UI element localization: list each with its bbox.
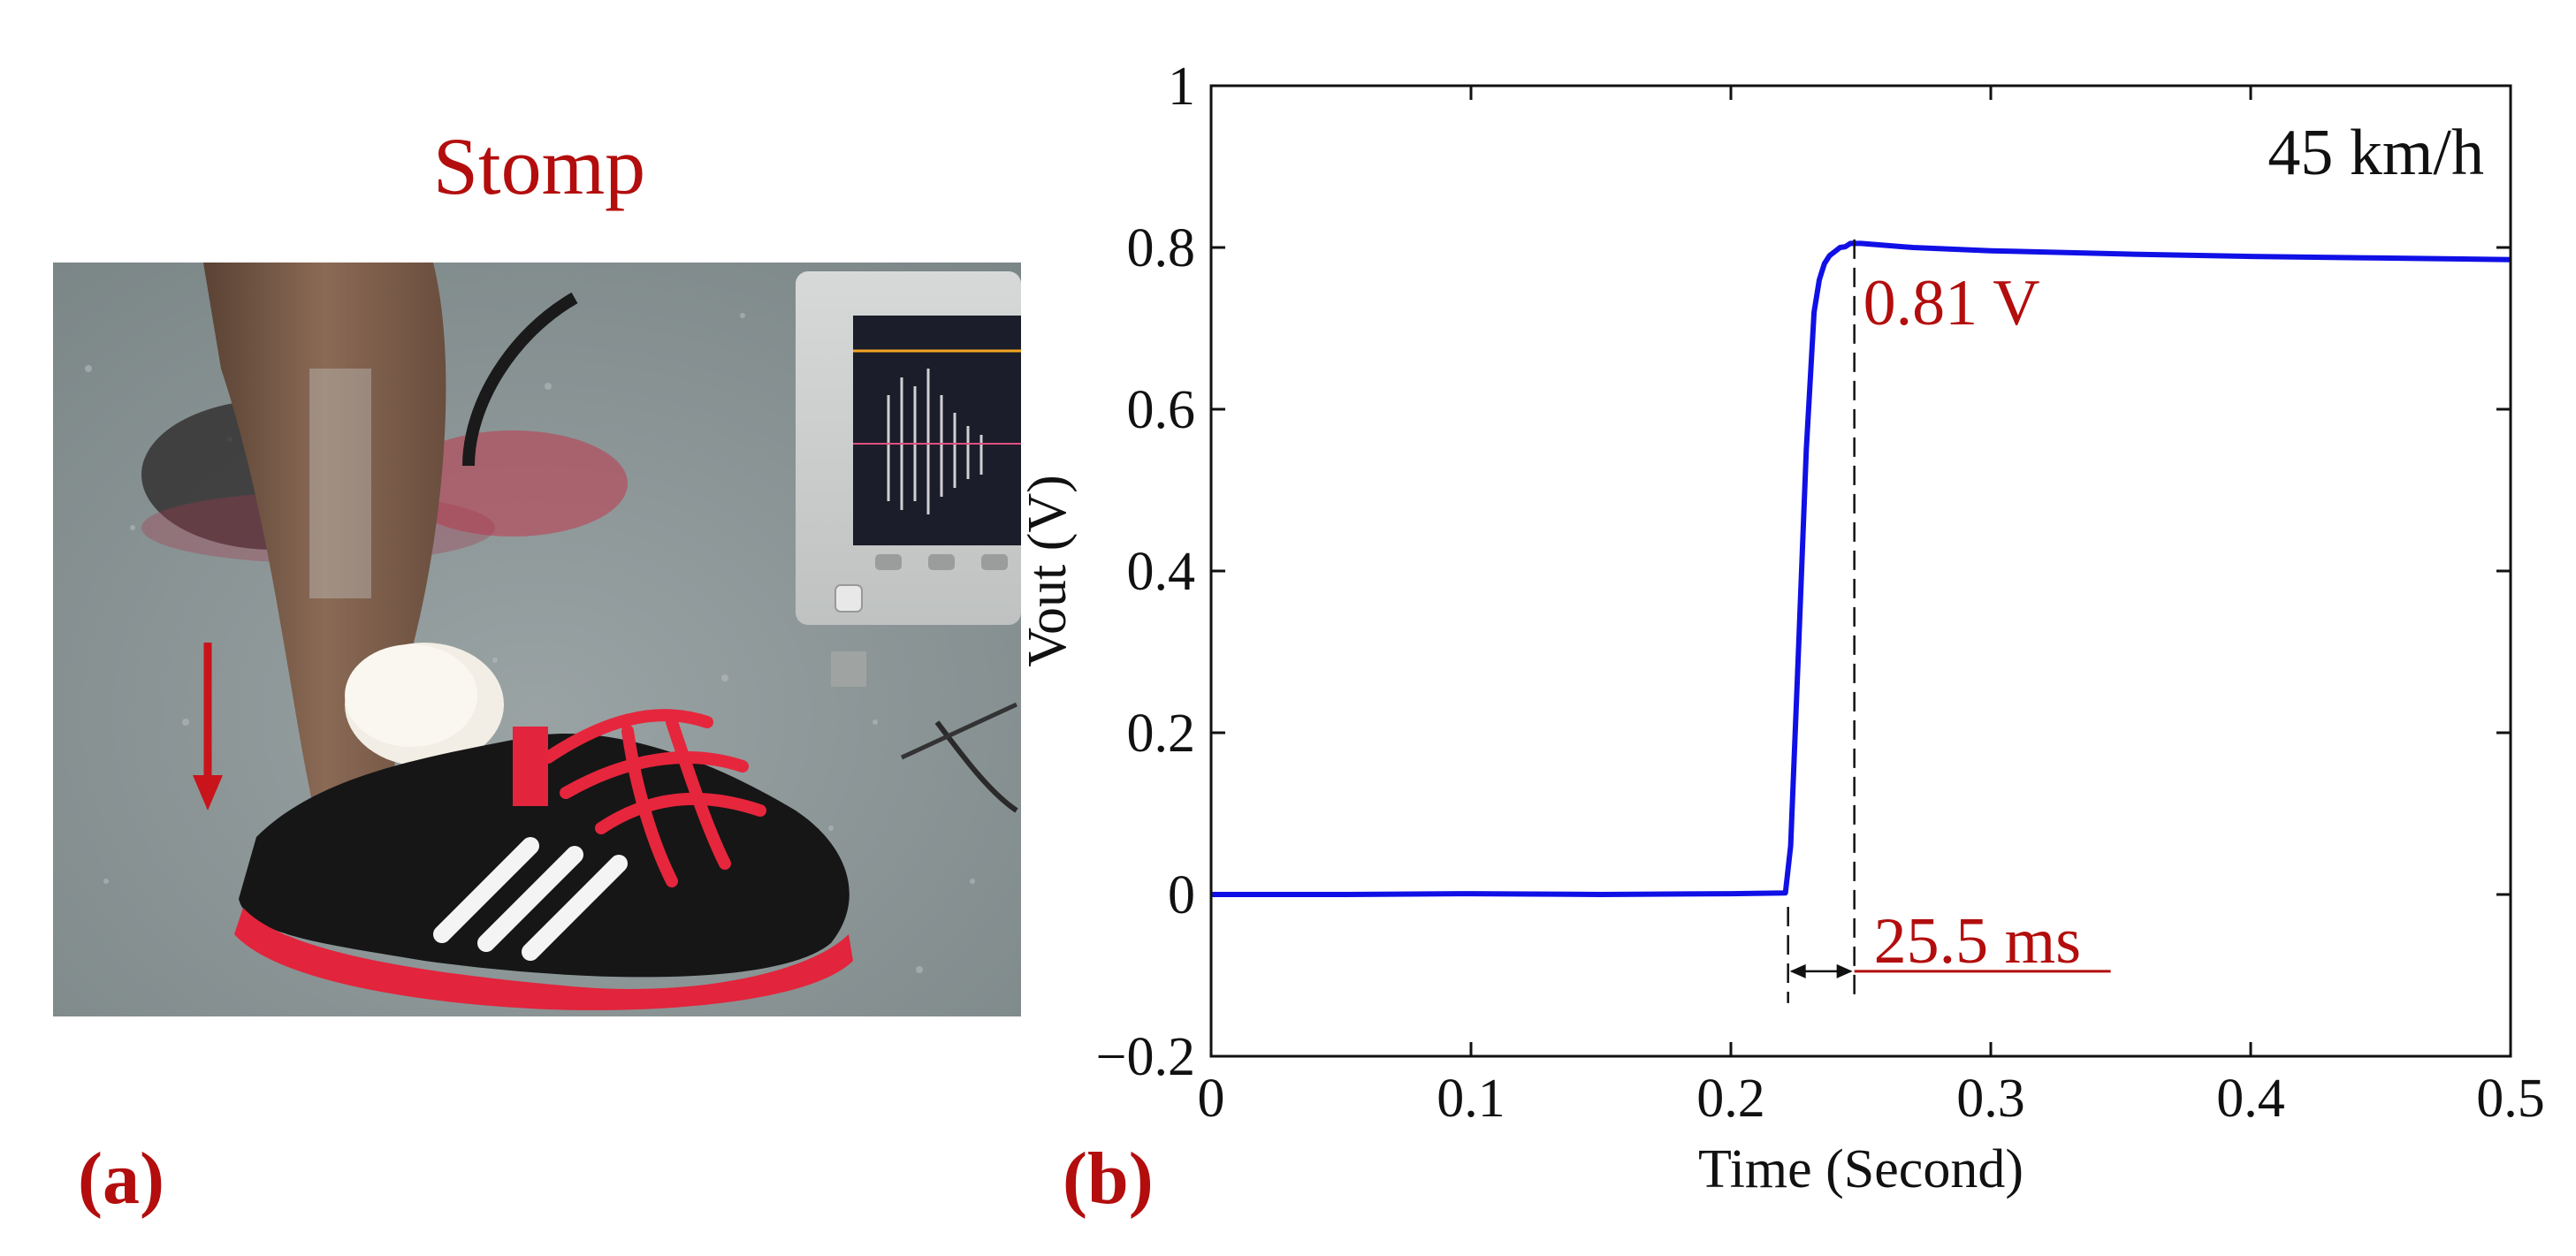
voltage-chart-svg: 0 0.1 0.2 0.3 0.4 0.5−0.200.20.40.60.81 25.5 … <box>1017 57 2545 1199</box>
arrow-head-right <box>1836 963 1853 978</box>
annotation-layer: 25.5 ms 0.81 V 45 km/h <box>1787 117 2484 1003</box>
tick-layer: 0 0.1 0.2 0.3 0.4 0.5−0.200.20.40.60.81 <box>1096 57 2545 1129</box>
y-tick-label: 1 <box>1168 57 1195 117</box>
y-tick-label: 0.6 <box>1127 380 1196 440</box>
panel-a-label: (a) <box>78 1138 164 1220</box>
voltage-chart: 0 0.1 0.2 0.3 0.4 0.5 −0.2 0 0.2 0.4 0.6 0.8 1 25.5 … <box>1017 0 2576 1256</box>
y-tick-label: 0.4 <box>1127 542 1196 602</box>
x-tick-label: 0.4 <box>2216 1069 2285 1129</box>
x-tick-label: 0.2 <box>1696 1069 1765 1129</box>
y-tick-label: 0.8 <box>1127 218 1196 278</box>
rise-time-label: 25.5 ms <box>1874 905 2081 978</box>
x-tick-label: 0.1 <box>1437 1069 1505 1129</box>
x-axis-label: Time (Second) <box>1698 1139 2023 1199</box>
series-line <box>1211 240 2511 897</box>
x-tick-label: 0.5 <box>2476 1069 2545 1129</box>
plot-frame <box>1209 84 2512 1058</box>
x-tick-label: 0 <box>1198 1069 1225 1129</box>
foot-stomp-photo-icon <box>53 263 1021 1016</box>
panel-a: Stomp <box>0 0 1043 1256</box>
panel-b-label: (b) <box>1063 1138 1154 1220</box>
y-tick-label: 0.2 <box>1127 704 1196 764</box>
y-tick-label: −0.2 <box>1096 1027 1195 1087</box>
line-layer <box>1211 240 2511 897</box>
peak-voltage-label: 0.81 V <box>1863 267 2040 339</box>
arrow-head-left <box>1789 963 1806 978</box>
x-tick-label: 0.3 <box>1956 1069 2025 1129</box>
y-tick-label: 0 <box>1168 865 1195 925</box>
y-axis-label: Vout (V) <box>1017 475 1078 667</box>
speed-label: 45 km/h <box>2267 117 2484 189</box>
panel-a-title: Stomp <box>432 121 646 211</box>
